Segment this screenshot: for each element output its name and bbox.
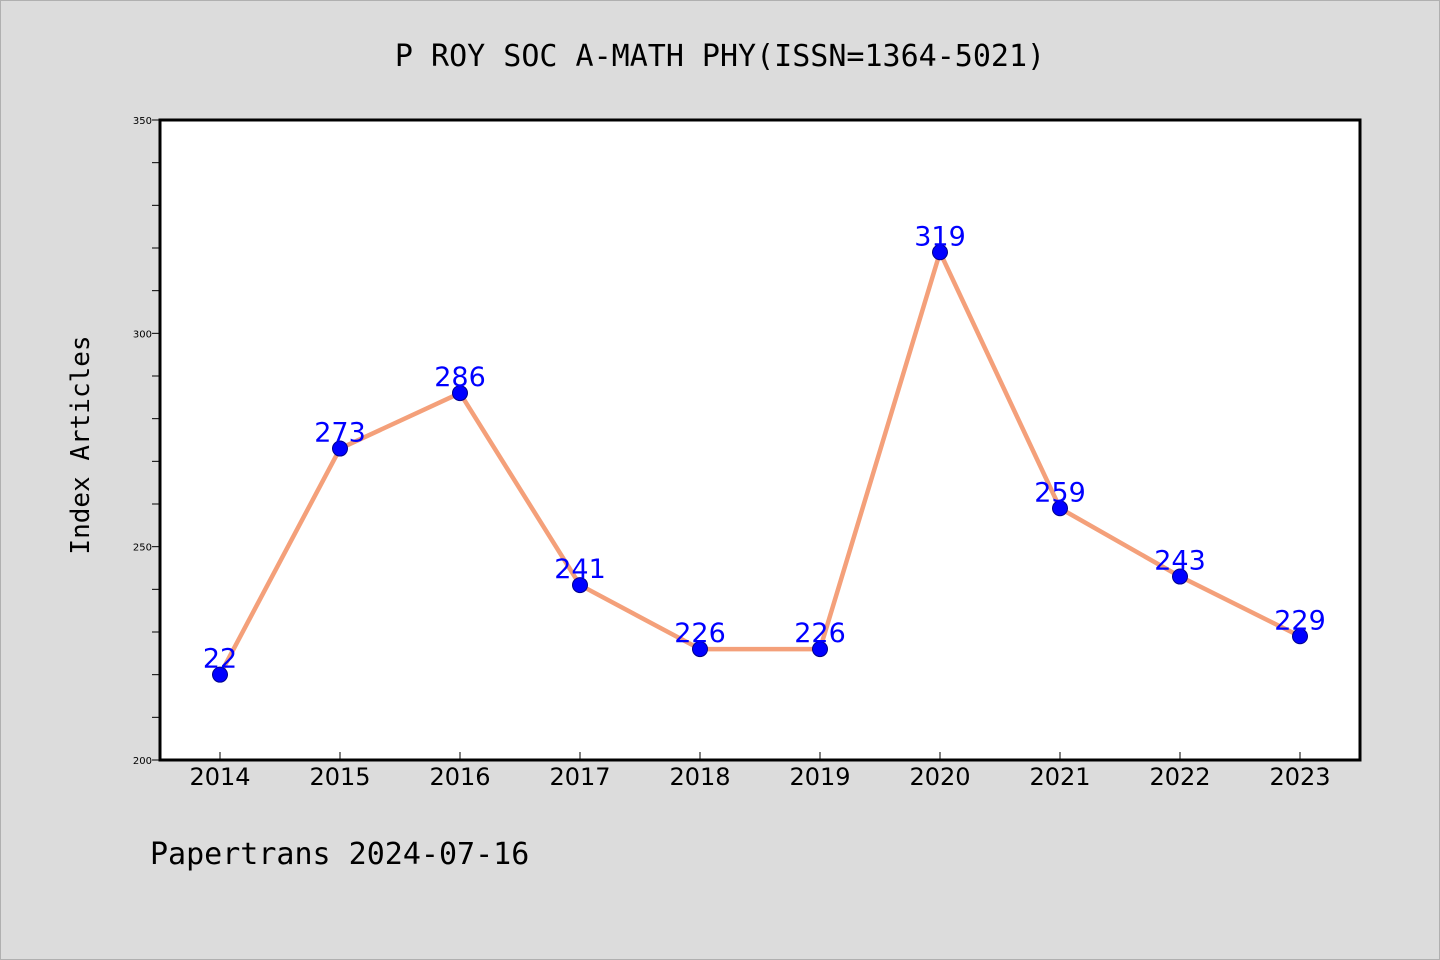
- data-label: 259: [1034, 477, 1086, 508]
- x-tick-label: 2018: [669, 763, 730, 791]
- x-tick-label: 2015: [309, 763, 370, 791]
- series-line: [217, 250, 1303, 677]
- data-point: [1052, 500, 1068, 517]
- plot-frame: [158, 118, 1362, 762]
- x-tick-label: 2021: [1029, 763, 1090, 791]
- data-point: [572, 577, 588, 594]
- data-point: [212, 666, 228, 683]
- data-point: [812, 641, 828, 658]
- data-label: 229: [1274, 605, 1326, 636]
- x-axis: 2014 2015 2016 2017 2018 2019 2020 2021 2022 2023: [189, 752, 1331, 791]
- data-point: [692, 641, 708, 658]
- x-tick-label: 2014: [189, 763, 250, 791]
- x-tick-label: 2020: [909, 763, 970, 791]
- data-label: 319: [914, 221, 966, 252]
- series-line-group: [217, 250, 1303, 677]
- data-point: [452, 385, 468, 402]
- y-tick-label: 350: [133, 116, 152, 127]
- x-tick-label: 2019: [789, 763, 850, 791]
- data-label-group: 22 273 286 241 226 226 319 259 243 229: [203, 221, 1326, 674]
- data-label: 286: [434, 362, 486, 393]
- data-label: 226: [794, 618, 846, 649]
- chart-title: P ROY SOC A-MATH PHY(ISSN=1364-5021): [395, 39, 1045, 74]
- x-tick-label: 2023: [1269, 763, 1330, 791]
- data-label: 226: [674, 618, 726, 649]
- data-label: 22: [203, 644, 237, 675]
- y-tick-label: 200: [133, 756, 152, 767]
- x-tick-label: 2017: [549, 763, 610, 791]
- data-label: 273: [314, 418, 366, 449]
- x-tick-label: 2016: [429, 763, 490, 791]
- data-point: [1292, 628, 1308, 645]
- y-tick-label: 250: [133, 543, 152, 554]
- x-tick-label: 2022: [1149, 763, 1210, 791]
- marker-group: [212, 244, 1308, 683]
- footer-text: Papertrans 2024-07-16: [150, 837, 529, 872]
- data-point: [332, 440, 348, 457]
- data-point: [932, 244, 948, 261]
- data-label: 243: [1154, 546, 1206, 577]
- y-axis-label: Index Articles: [66, 335, 96, 554]
- y-tick-label: 300: [133, 329, 152, 340]
- data-point: [1172, 568, 1188, 585]
- data-label: 241: [554, 554, 606, 585]
